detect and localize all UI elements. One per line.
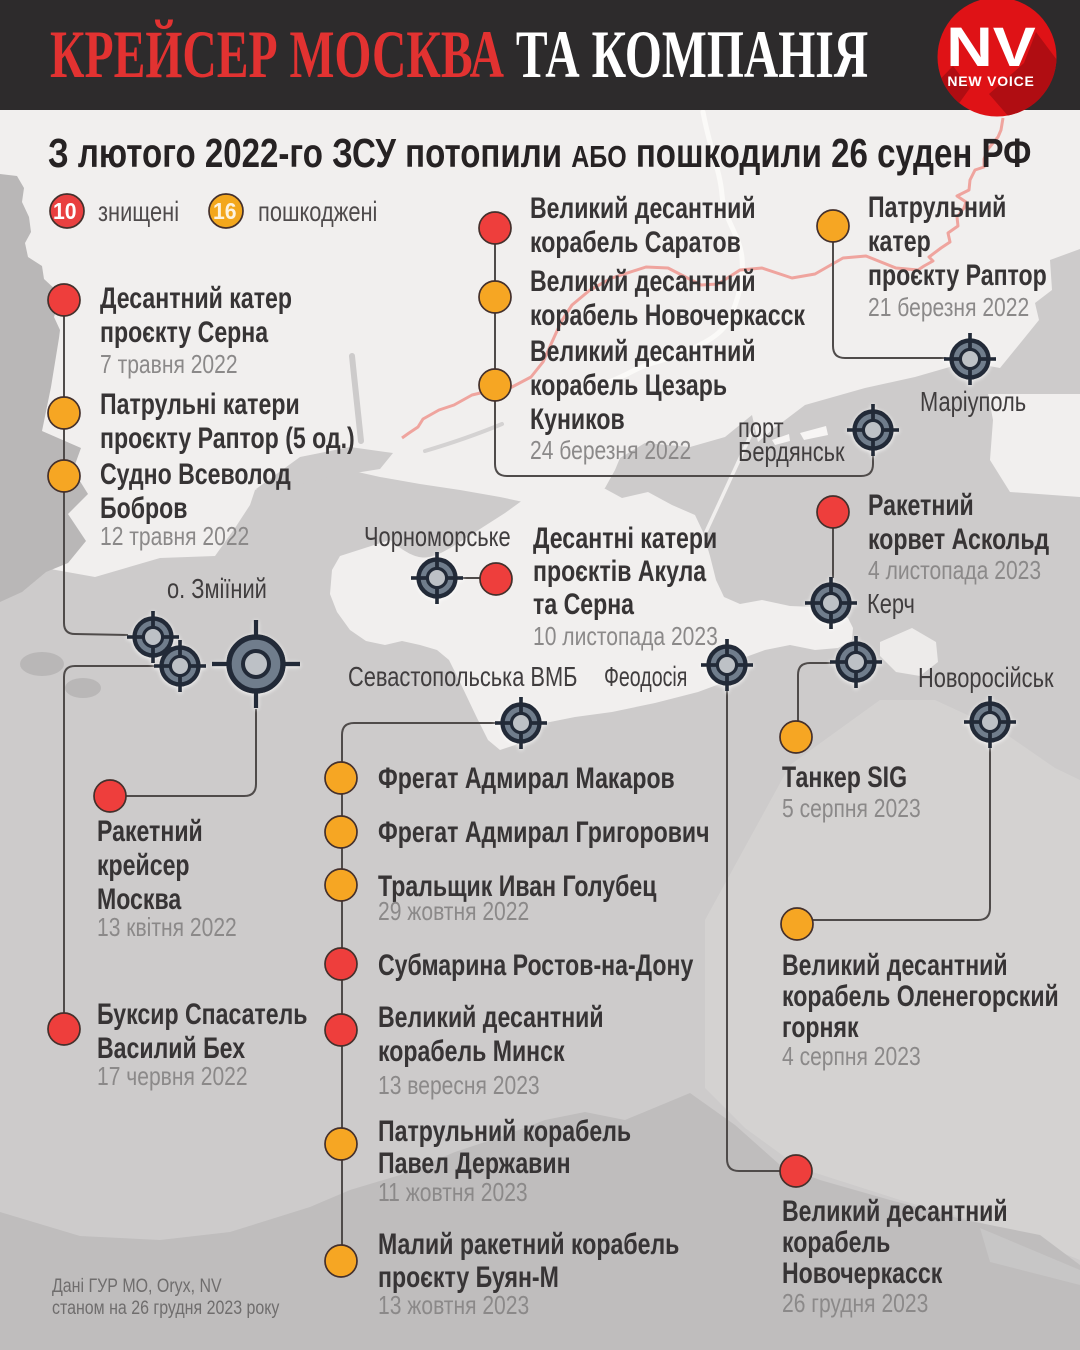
svg-text:NV: NV (946, 15, 1035, 78)
svg-text:NEW VOICE: NEW VOICE (947, 73, 1034, 89)
